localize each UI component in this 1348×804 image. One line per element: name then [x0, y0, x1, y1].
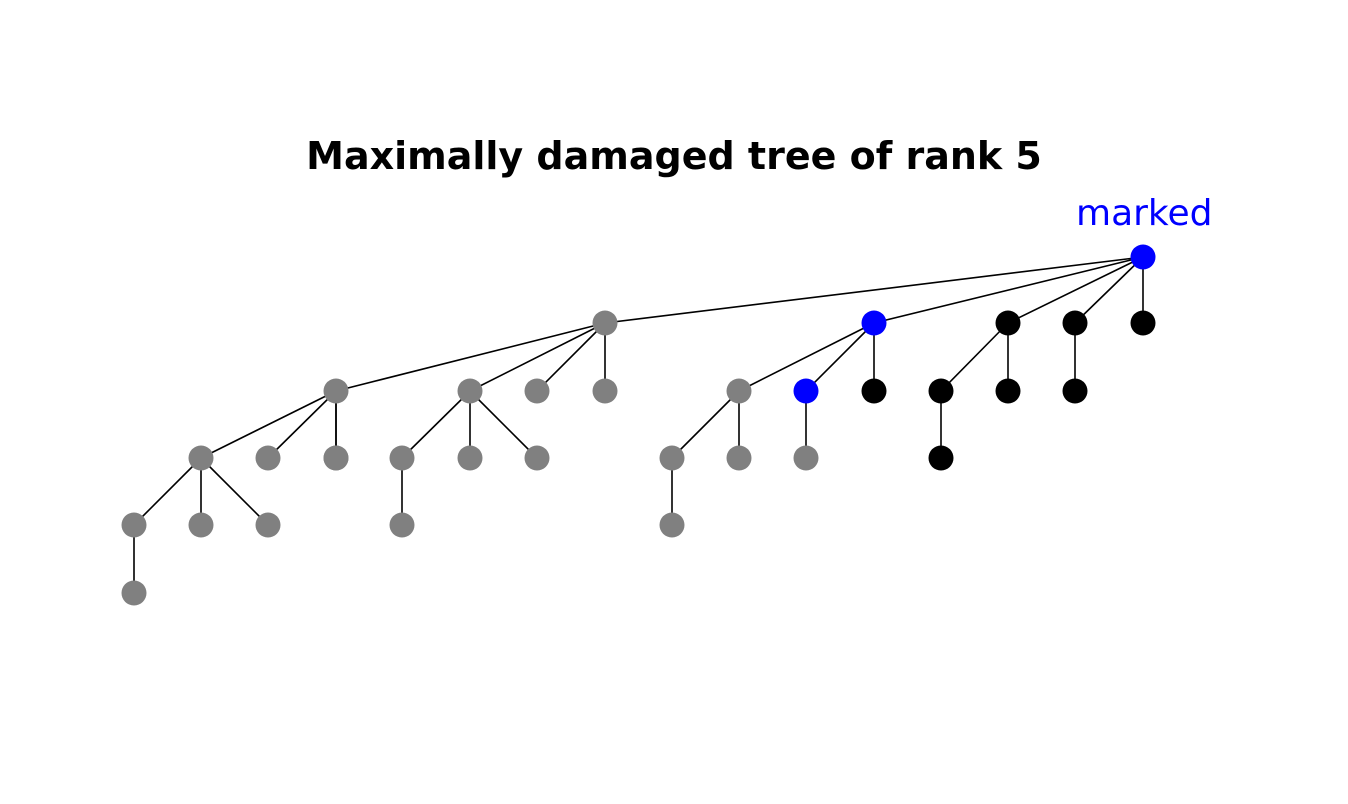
- tree-edge: [805, 322, 875, 392]
- gray-node: [592, 310, 618, 336]
- tree-edge: [200, 390, 337, 459]
- tree-edge: [267, 390, 337, 459]
- tree-edge: [940, 322, 1009, 392]
- diagram-title: Maximally damaged tree of rank 5: [306, 134, 1042, 178]
- tree-edge: [200, 457, 269, 526]
- gray-node: [323, 378, 349, 404]
- black-node: [861, 378, 887, 404]
- tree-edges: [133, 256, 1144, 593]
- tree-edge: [738, 322, 875, 392]
- tree-edge: [671, 390, 740, 459]
- tree-edge: [469, 322, 606, 392]
- marked-label: marked: [1076, 193, 1213, 234]
- tree-edge: [873, 256, 1144, 324]
- tree-edge: [335, 322, 606, 392]
- gray-node: [188, 445, 214, 471]
- gray-node: [255, 445, 281, 471]
- tree-edge: [536, 322, 606, 392]
- marked-node: [1130, 244, 1156, 270]
- gray-node: [121, 512, 147, 538]
- tree-edge: [401, 390, 471, 459]
- tree-edge: [133, 457, 202, 526]
- gray-node: [323, 445, 349, 471]
- gray-node: [524, 445, 550, 471]
- tree-edge: [469, 390, 538, 459]
- gray-node: [457, 378, 483, 404]
- gray-node: [726, 445, 752, 471]
- black-node: [1062, 378, 1088, 404]
- gray-node: [188, 512, 214, 538]
- tree-edge: [604, 256, 1144, 324]
- gray-node: [793, 445, 819, 471]
- black-node: [1130, 310, 1156, 336]
- gray-node: [121, 580, 147, 606]
- black-node: [995, 378, 1021, 404]
- tree-edge: [1007, 256, 1144, 324]
- gray-node: [726, 378, 752, 404]
- black-node: [928, 378, 954, 404]
- black-node: [1062, 310, 1088, 336]
- gray-node: [524, 378, 550, 404]
- gray-node: [389, 445, 415, 471]
- gray-node: [457, 445, 483, 471]
- gray-node: [659, 445, 685, 471]
- gray-node: [659, 512, 685, 538]
- gray-node: [592, 378, 618, 404]
- marked-node: [793, 378, 819, 404]
- marked-node: [861, 310, 887, 336]
- gray-node: [389, 512, 415, 538]
- tree-edge: [1074, 256, 1144, 324]
- gray-node: [255, 512, 281, 538]
- black-node: [995, 310, 1021, 336]
- black-node: [928, 445, 954, 471]
- tree-nodes: [121, 244, 1156, 606]
